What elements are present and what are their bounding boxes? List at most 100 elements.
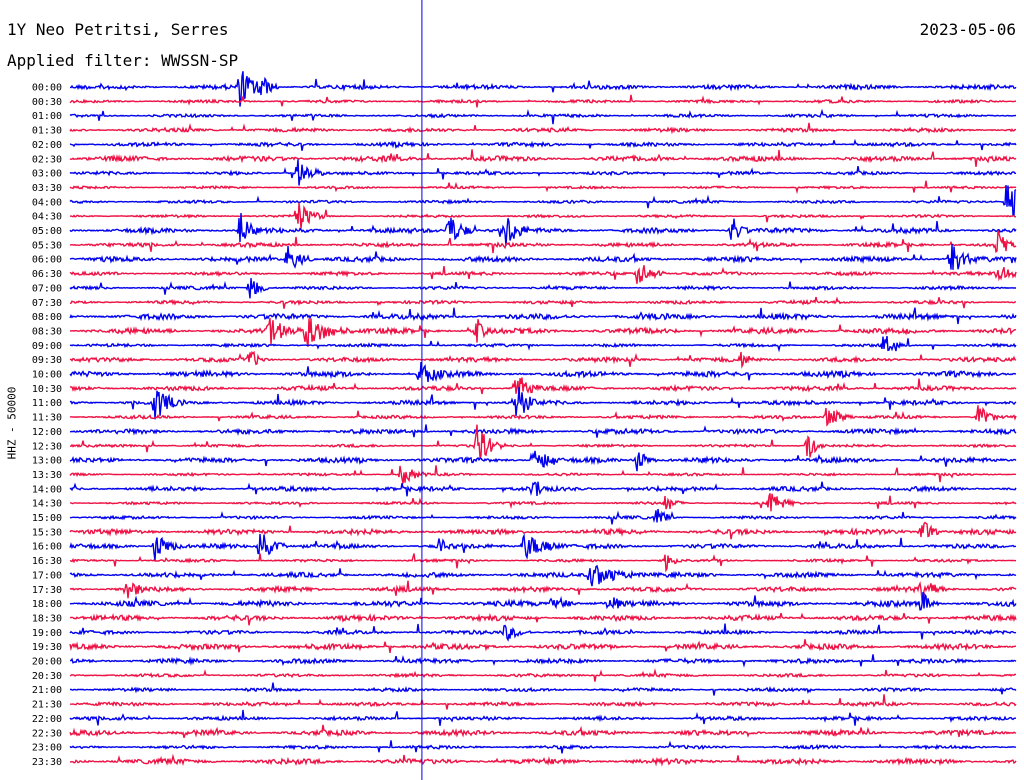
seismic-trace <box>69 335 1017 353</box>
row-time-label: 22:00 <box>32 714 62 725</box>
seismic-trace <box>69 202 1016 229</box>
seismic-trace <box>69 180 1017 195</box>
seismic-trace <box>69 564 1017 587</box>
row-time-label: 09:30 <box>32 355 62 366</box>
trace-group <box>69 71 1017 767</box>
row-time-label: 15:00 <box>32 513 62 524</box>
row-time-label: 20:00 <box>32 657 62 668</box>
seismic-trace <box>69 450 1017 472</box>
row-time-label: 20:30 <box>32 671 62 682</box>
seismic-trace <box>69 94 1016 108</box>
seismic-trace <box>69 265 1017 284</box>
row-time-label: 19:30 <box>32 642 62 653</box>
row-time-label: 07:00 <box>32 283 62 294</box>
row-time-label: 08:30 <box>32 326 62 337</box>
seismic-trace <box>69 424 1017 461</box>
row-time-label: 07:30 <box>32 298 62 309</box>
seismic-trace <box>69 405 1017 427</box>
row-time-label: 19:00 <box>32 628 62 639</box>
date-label: 2023-05-06 <box>919 20 1016 39</box>
row-time-label: 08:00 <box>32 312 62 323</box>
row-time-label: 01:30 <box>32 126 62 137</box>
seismic-trace <box>69 387 1017 420</box>
seismic-trace <box>69 521 1017 540</box>
row-time-label: 10:30 <box>32 384 62 395</box>
row-time-label: 00:30 <box>32 97 62 108</box>
row-time-label: 22:30 <box>32 728 62 739</box>
row-time-label: 11:00 <box>32 398 62 409</box>
seismic-trace <box>69 184 1017 217</box>
row-time-label: 23:00 <box>32 743 62 754</box>
row-time-label: 03:00 <box>32 169 62 180</box>
seismic-trace <box>69 580 1017 604</box>
seismic-trace <box>69 694 1017 710</box>
seismic-trace <box>69 553 1017 573</box>
seismic-trace <box>69 108 1017 125</box>
seismic-trace <box>69 362 1017 383</box>
seismic-trace <box>69 493 1017 512</box>
row-time-label: 14:30 <box>32 499 62 510</box>
seismic-trace <box>69 212 1017 246</box>
seismic-trace <box>69 159 1017 186</box>
row-time-label: 17:30 <box>32 585 62 596</box>
seismic-trace <box>69 230 1017 254</box>
seismic-trace <box>69 709 1016 726</box>
seismic-trace <box>69 623 1017 642</box>
seismic-trace <box>69 724 1017 739</box>
seismic-trace <box>69 508 1017 525</box>
seismic-trace <box>69 307 1017 325</box>
seismic-trace <box>69 612 1017 626</box>
seismic-trace <box>69 122 1017 135</box>
row-time-label: 02:30 <box>32 154 62 165</box>
seismic-trace <box>69 424 1017 438</box>
row-time-label: 12:00 <box>32 427 62 438</box>
station-title: 1Y Neo Petritsi, Serres <box>7 20 229 39</box>
row-time-label: 18:00 <box>32 599 62 610</box>
row-time-label: 21:00 <box>32 685 62 696</box>
seismic-trace <box>69 138 1017 151</box>
seismic-trace <box>69 317 1017 347</box>
seismic-trace <box>69 668 1017 682</box>
seismic-trace <box>69 377 1017 399</box>
row-time-label: 04:00 <box>32 197 62 208</box>
seismic-trace <box>69 753 1017 767</box>
row-time-label: 13:00 <box>32 456 62 467</box>
row-time-label: 11:30 <box>32 413 62 424</box>
seismic-trace <box>69 149 1017 167</box>
row-time-label: 13:30 <box>32 470 62 481</box>
row-time-label: 18:30 <box>32 613 62 624</box>
seismic-trace <box>69 465 1017 484</box>
row-time-label: 00:00 <box>32 83 62 94</box>
row-time-label: 06:00 <box>32 255 62 266</box>
seismic-trace <box>69 243 1017 270</box>
row-time-label: 10:00 <box>32 370 62 381</box>
seismic-trace <box>69 682 1017 696</box>
row-time-label: 16:30 <box>32 556 62 567</box>
row-time-label: 12:30 <box>32 441 62 452</box>
row-time-label: 21:30 <box>32 700 62 711</box>
seismic-trace <box>69 639 1016 654</box>
row-time-label: 09:00 <box>32 341 62 352</box>
row-time-label: 03:30 <box>32 183 62 194</box>
row-time-label: 16:00 <box>32 542 62 553</box>
row-time-label: 23:30 <box>32 757 62 768</box>
seismic-trace <box>69 350 1017 370</box>
row-time-label: 06:30 <box>32 269 62 280</box>
row-label-group: 00:00 00:30 01:00 01:30 02:00 02:30 03:00 03:30… <box>32 83 62 768</box>
seismic-trace <box>69 592 1017 611</box>
seismic-trace <box>69 278 1016 299</box>
row-time-label: 05:30 <box>32 240 62 251</box>
row-time-label: 17:00 <box>32 570 62 581</box>
row-time-label: 05:00 <box>32 226 62 237</box>
seismic-trace <box>69 71 1017 107</box>
row-time-label: 14:00 <box>32 484 62 495</box>
row-time-label: 01:00 <box>32 111 62 122</box>
row-time-label: 15:30 <box>32 527 62 538</box>
seismic-trace <box>69 740 1017 754</box>
seismic-trace <box>70 296 1016 309</box>
seismic-trace <box>69 654 1017 668</box>
seismic-trace <box>69 533 1017 561</box>
row-time-label: 02:00 <box>32 140 62 151</box>
row-time-label: 04:30 <box>32 212 62 223</box>
